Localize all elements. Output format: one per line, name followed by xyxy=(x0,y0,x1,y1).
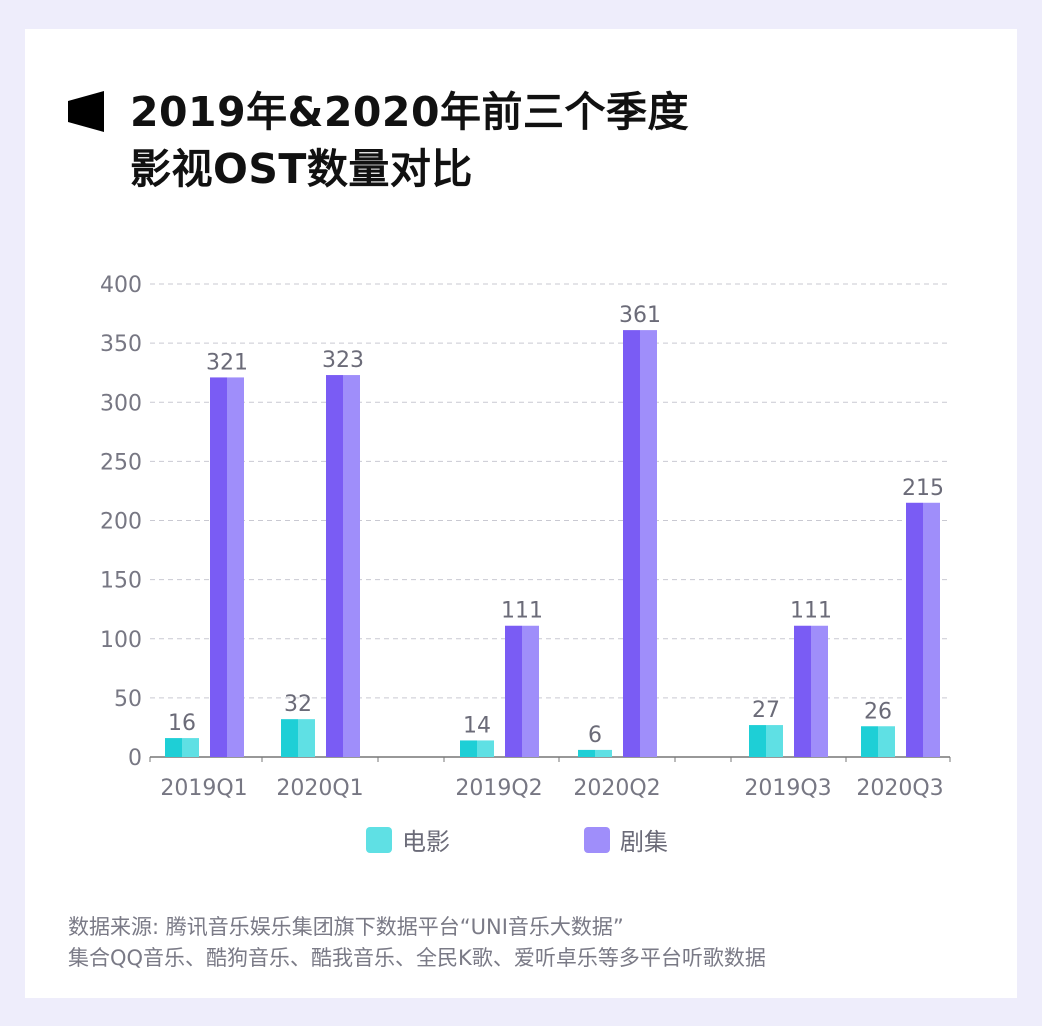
title-line-1: 2019年&2020年前三个季度 xyxy=(130,88,689,136)
y-tick-label: 250 xyxy=(100,450,142,475)
bar-drama-2020Q1-light xyxy=(343,375,360,757)
legend-label-movie: 电影 xyxy=(402,828,450,856)
data-label: 6 xyxy=(588,723,602,748)
data-label: 14 xyxy=(463,713,491,738)
bar-movie-2020Q2 xyxy=(578,749,595,757)
title-line-2: 影视OST数量对比 xyxy=(130,145,473,193)
bar-drama-2019Q1 xyxy=(210,377,227,757)
y-tick-label: 100 xyxy=(100,628,142,653)
bar-movie-2020Q1 xyxy=(281,719,298,757)
x-tick-label: 2019Q3 xyxy=(744,776,831,801)
bar-movie-2019Q1-light xyxy=(182,738,199,757)
data-label: 27 xyxy=(752,698,780,723)
x-tick-label: 2020Q2 xyxy=(573,776,660,801)
bar-movie-2020Q3-light xyxy=(878,726,895,757)
bar-movie-2020Q1-light xyxy=(298,719,315,757)
bar-drama-2019Q2-light xyxy=(522,625,539,757)
data-label: 215 xyxy=(902,476,944,501)
bar-movie-2020Q3 xyxy=(861,726,878,757)
data-label: 111 xyxy=(501,599,543,624)
source-line-1: 数据来源: 腾讯音乐娱乐集团旗下数据平台“UNI音乐大数据” xyxy=(68,915,624,939)
source-line-2: 集合QQ音乐、酷狗音乐、酷我音乐、全民K歌、爱听卓乐等多平台听歌数据 xyxy=(68,946,766,970)
bar-movie-2019Q3 xyxy=(749,725,766,757)
legend-swatch-movie xyxy=(366,826,392,853)
y-tick-label: 50 xyxy=(114,687,142,712)
bar-movie-2020Q2-light xyxy=(595,749,612,757)
page-title: 2019年&2020年前三个季度 影视OST数量对比 xyxy=(130,84,689,198)
legend-item-movie: 电影 xyxy=(366,822,450,857)
data-label: 111 xyxy=(790,599,832,624)
bar-drama-2020Q2-light xyxy=(640,330,657,757)
bar-drama-2020Q3 xyxy=(906,502,923,757)
x-tick-label: 2020Q3 xyxy=(856,776,943,801)
bar-movie-2019Q1 xyxy=(165,738,182,757)
bar-movie-2019Q2-light xyxy=(477,740,494,757)
bar-drama-2020Q1 xyxy=(326,375,343,757)
bar-drama-2019Q3 xyxy=(794,625,811,757)
bar-drama-2020Q3-light xyxy=(923,502,940,757)
data-label: 26 xyxy=(864,699,892,724)
y-tick-label: 150 xyxy=(100,569,142,594)
bar-movie-2019Q3-light xyxy=(766,725,783,757)
card-background xyxy=(25,29,1017,998)
bar-drama-2019Q2 xyxy=(505,625,522,757)
legend-label-drama: 剧集 xyxy=(620,828,668,856)
bar-movie-2019Q2 xyxy=(460,740,477,757)
data-label: 361 xyxy=(619,303,661,328)
data-label: 32 xyxy=(284,692,312,717)
x-tick-label: 2020Q1 xyxy=(276,776,363,801)
legend-swatch-drama xyxy=(584,826,610,853)
speaker-marker-icon xyxy=(68,91,104,132)
legend-item-drama: 剧集 xyxy=(584,822,668,857)
bar-drama-2019Q1-light xyxy=(227,377,244,757)
y-tick-label: 300 xyxy=(100,391,142,416)
y-tick-label: 350 xyxy=(100,332,142,357)
bar-drama-2019Q3-light xyxy=(811,625,828,757)
y-tick-label: 400 xyxy=(100,273,142,298)
data-label: 16 xyxy=(168,711,196,736)
y-tick-label: 0 xyxy=(128,746,142,771)
x-tick-label: 2019Q1 xyxy=(160,776,247,801)
data-label: 323 xyxy=(322,348,364,373)
bar-drama-2020Q2 xyxy=(623,330,640,757)
data-label: 321 xyxy=(206,350,248,375)
y-tick-label: 200 xyxy=(100,510,142,535)
x-tick-label: 2019Q2 xyxy=(455,776,542,801)
data-source-note: 数据来源: 腾讯音乐娱乐集团旗下数据平台“UNI音乐大数据” 集合QQ音乐、酷狗… xyxy=(68,912,766,974)
